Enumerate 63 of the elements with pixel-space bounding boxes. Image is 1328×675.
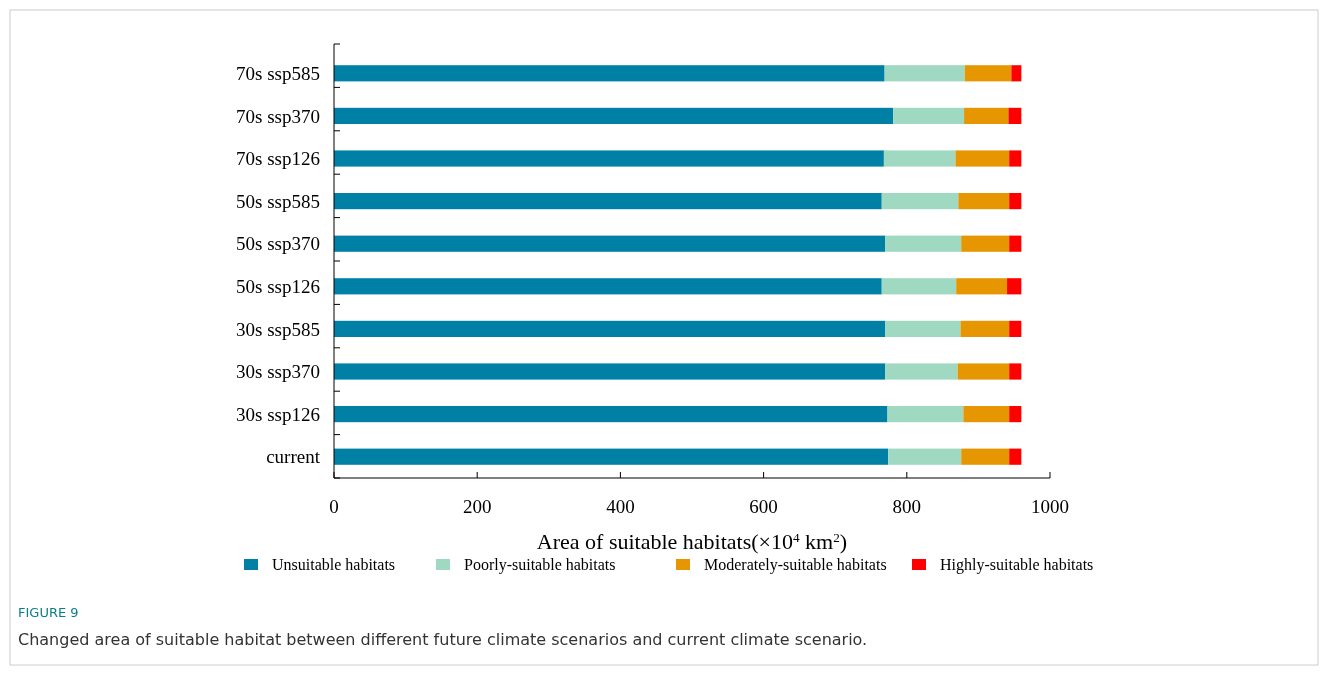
bar — [884, 65, 965, 82]
y-tick-label: 30s ssp370 — [236, 361, 320, 383]
bar — [334, 448, 889, 465]
bar — [964, 65, 1012, 82]
bar — [334, 320, 886, 337]
bar — [334, 193, 882, 210]
y-tick-label: 30s ssp585 — [236, 318, 320, 340]
bar — [961, 448, 1010, 465]
bar — [963, 406, 1010, 423]
bar — [334, 363, 886, 380]
y-tick-label: current — [266, 446, 321, 468]
bar — [1009, 150, 1022, 167]
y-tick-label: 30s ssp126 — [236, 403, 320, 425]
bar — [334, 235, 886, 252]
bar — [885, 235, 962, 252]
legend-label: Poorly-suitable habitats — [464, 556, 616, 574]
bar — [1009, 193, 1022, 210]
x-tick-label: 1000 — [1031, 496, 1069, 517]
bar — [1007, 278, 1022, 295]
text: Changed area of suitable habitat between different future climate scenarios and current climate scenario. — [18, 630, 868, 649]
caption: FIGURE 9 — [18, 605, 79, 620]
bar — [957, 363, 1010, 380]
legend-label: Moderately-suitable habitats — [704, 556, 887, 574]
legend-label: Highly-suitable habitats — [940, 556, 1094, 574]
y-tick-label: 70s ssp126 — [236, 148, 320, 170]
bar — [881, 278, 957, 295]
bar — [1011, 65, 1022, 82]
x-tick-label: 600 — [749, 496, 778, 517]
x-tick-label: 200 — [462, 496, 492, 517]
bar — [955, 150, 1010, 167]
x-tick-label: 400 — [606, 496, 635, 517]
y-tick-label: 50s ssp370 — [236, 233, 320, 255]
y-tick-label: 70s ssp370 — [236, 105, 320, 127]
bar — [960, 320, 1010, 337]
y-tick-label: 50s ssp126 — [236, 275, 320, 297]
x-axis-title: Area of suitable habitats(×10$^{4}$ km$^{2}$) — [536, 529, 848, 554]
bar — [334, 150, 884, 167]
y-tick-label: 70s ssp585 — [236, 62, 320, 84]
bar — [887, 406, 964, 423]
bar — [883, 150, 956, 167]
bar — [334, 65, 885, 82]
legend-label: Unsuitable habitats — [272, 556, 396, 573]
bar — [881, 193, 959, 210]
bar — [885, 363, 958, 380]
bar — [334, 278, 882, 295]
bar — [1009, 406, 1022, 423]
bar — [956, 278, 1008, 295]
bar — [958, 193, 1010, 210]
bar — [885, 320, 961, 337]
x-tick-label: 0 — [329, 496, 339, 517]
bar — [1009, 448, 1022, 465]
bar — [1009, 320, 1022, 337]
x-tick-label: 800 — [892, 496, 922, 517]
bar — [964, 107, 1009, 124]
bar — [961, 235, 1010, 252]
bar — [334, 107, 894, 124]
bar — [888, 448, 962, 465]
y-tick-label: 50s ssp585 — [236, 190, 320, 212]
bar — [1008, 107, 1022, 124]
bar — [893, 107, 965, 124]
bar — [1009, 235, 1022, 252]
bar — [1009, 363, 1022, 380]
bar — [334, 406, 888, 423]
